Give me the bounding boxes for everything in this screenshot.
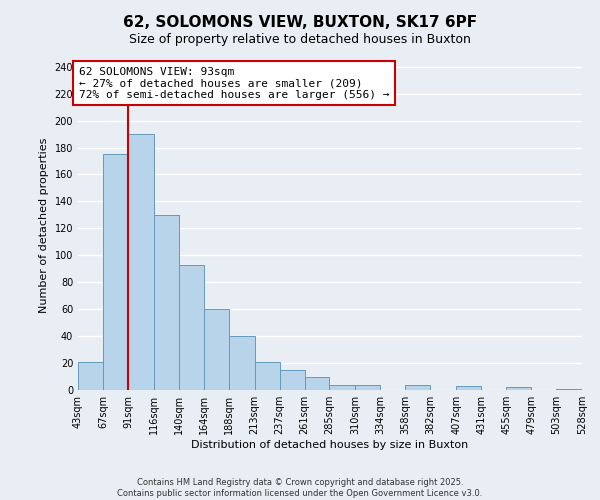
Bar [406,384,430,390]
Y-axis label: Number of detached properties: Number of detached properties [39,138,49,312]
Text: 62 SOLOMONS VIEW: 93sqm
← 27% of detached houses are smaller (209)
72% of semi-d: 62 SOLOMONS VIEW: 93sqm ← 27% of detache… [79,66,389,100]
Bar [154,215,179,390]
Bar [254,362,280,390]
Text: 62, SOLOMONS VIEW, BUXTON, SK17 6PF: 62, SOLOMONS VIEW, BUXTON, SK17 6PF [123,15,477,30]
Bar [179,264,204,390]
Bar [355,384,380,390]
Bar [78,362,103,390]
Bar [305,376,329,390]
Bar [456,386,481,390]
Text: Size of property relative to detached houses in Buxton: Size of property relative to detached ho… [129,32,471,46]
X-axis label: Distribution of detached houses by size in Buxton: Distribution of detached houses by size … [191,440,469,450]
Bar [280,370,305,390]
Bar [128,134,154,390]
Bar [229,336,254,390]
Bar [506,388,531,390]
Bar [329,384,355,390]
Text: Contains HM Land Registry data © Crown copyright and database right 2025.
Contai: Contains HM Land Registry data © Crown c… [118,478,482,498]
Bar [103,154,128,390]
Bar [556,388,582,390]
Bar [204,309,229,390]
